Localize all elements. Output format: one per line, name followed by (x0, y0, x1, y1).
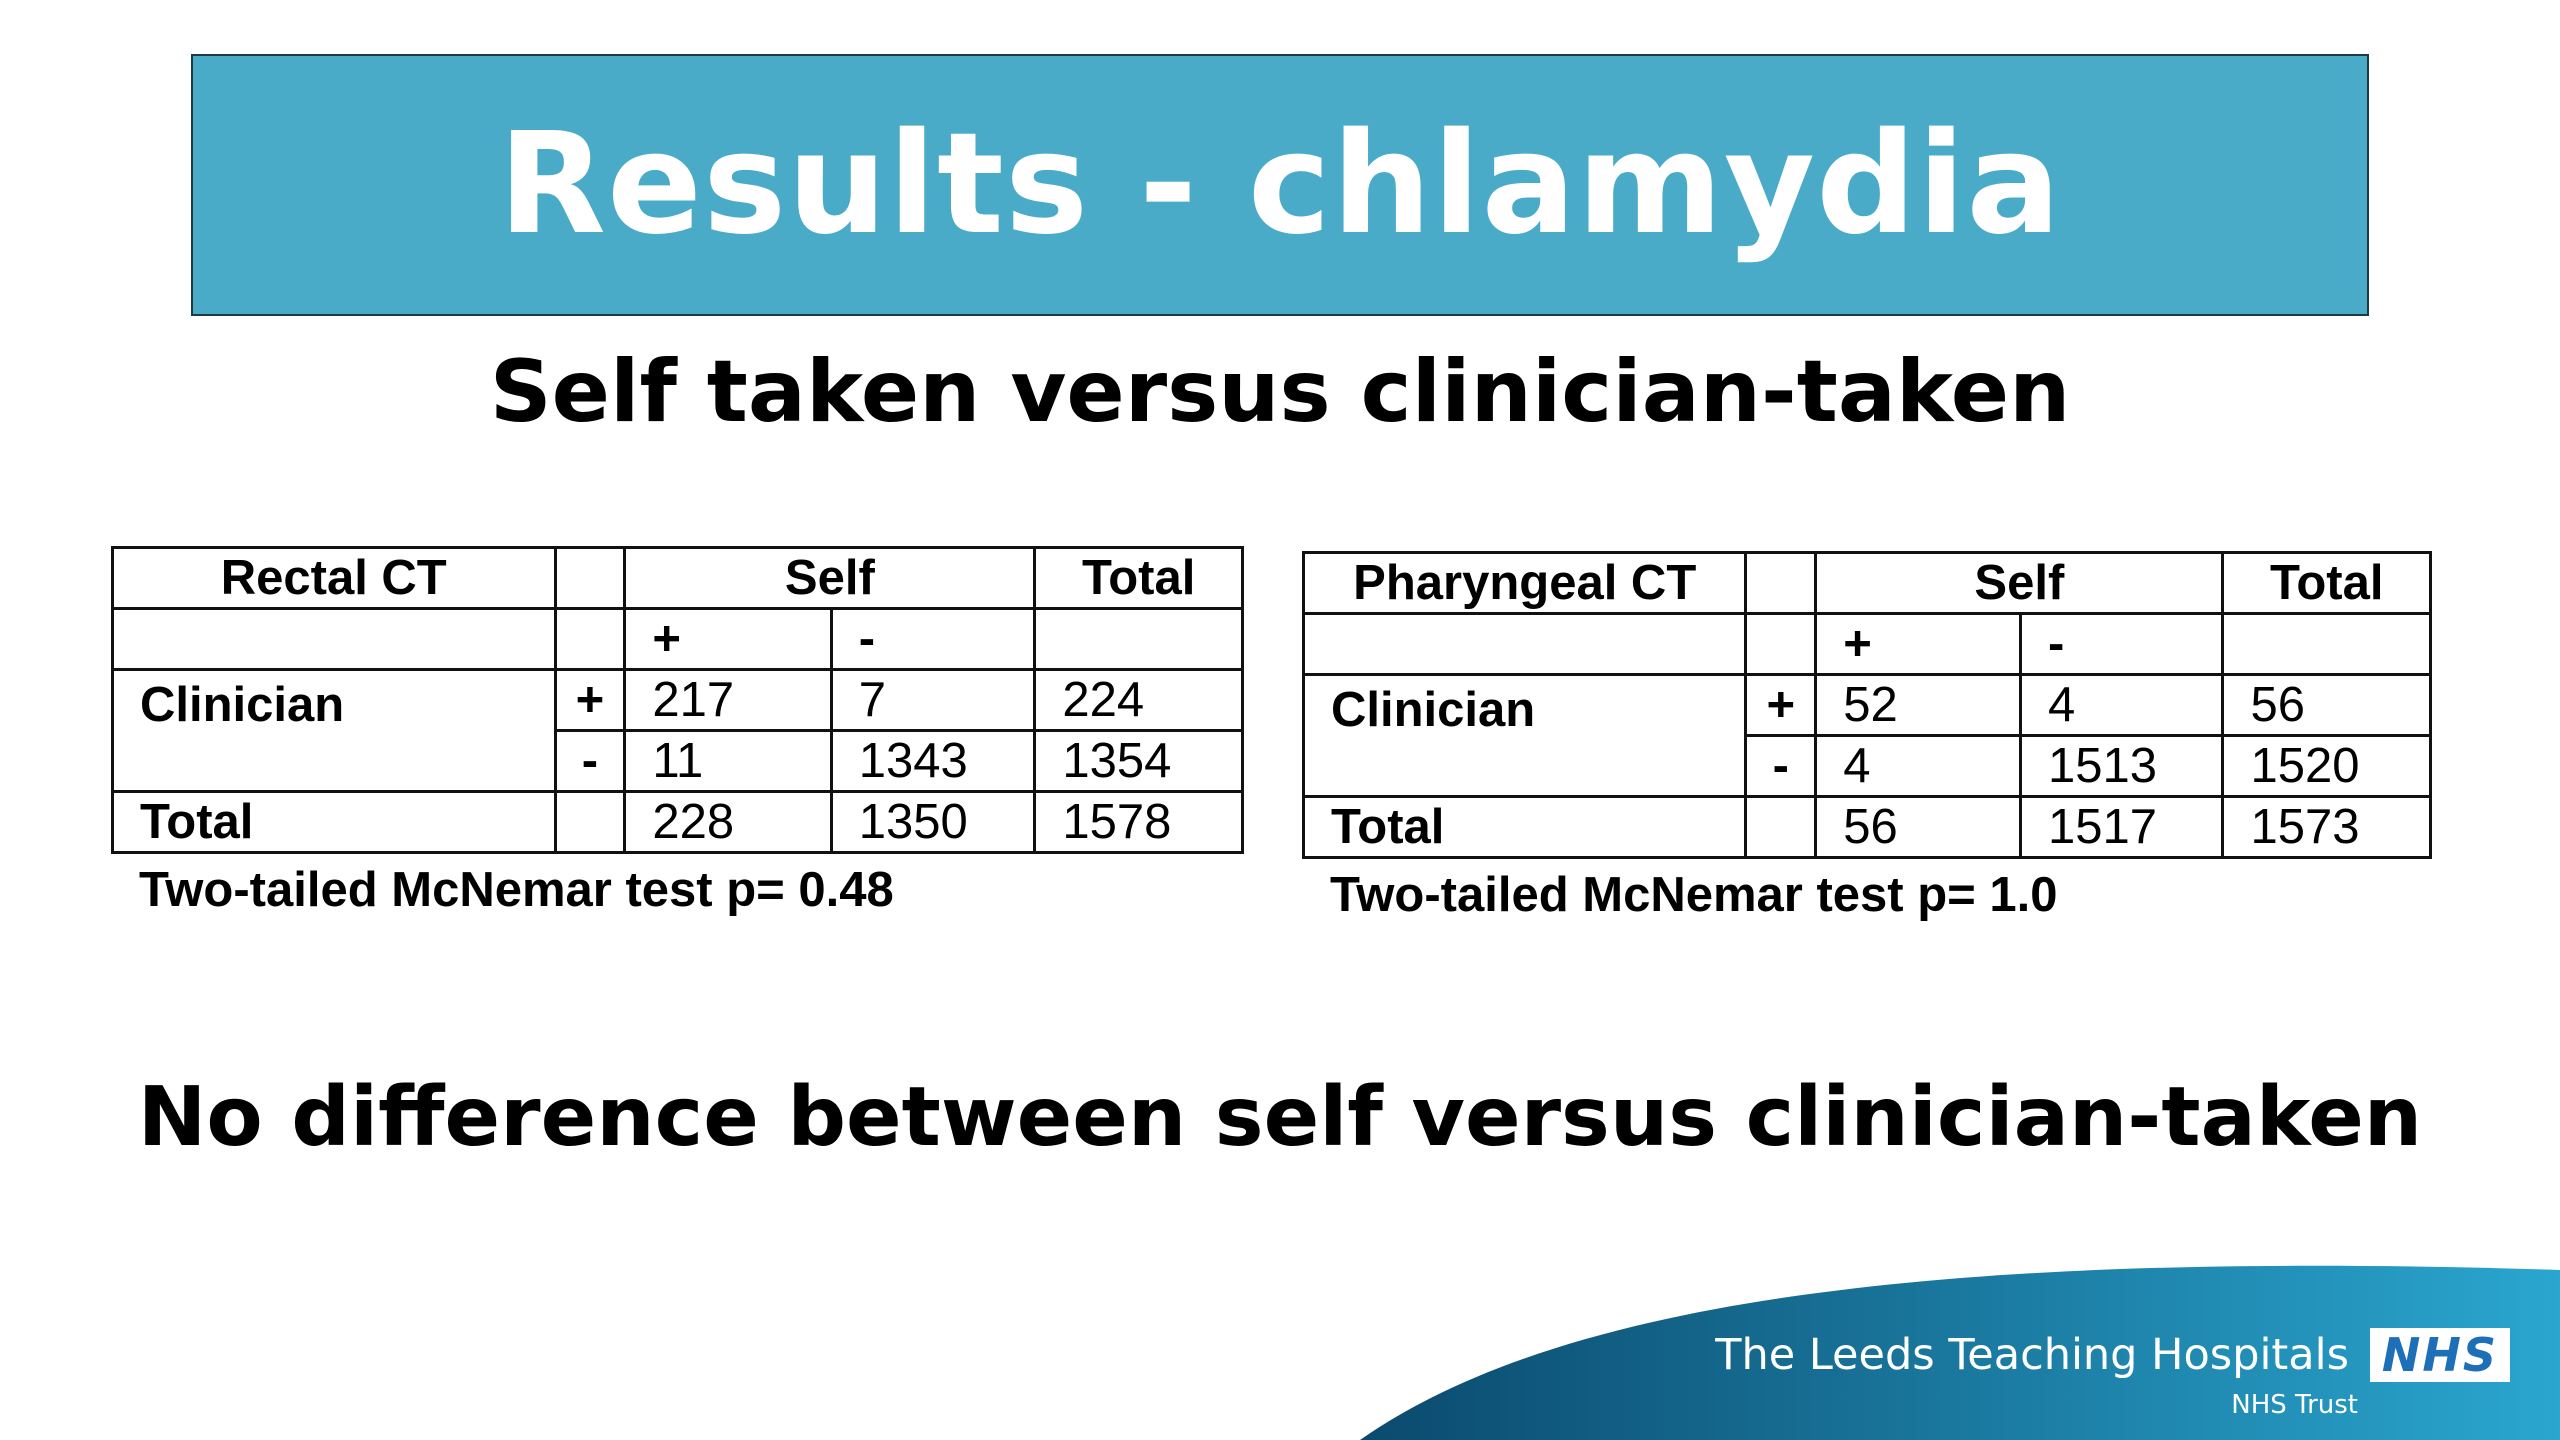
table-cell: 7 (829, 668, 1037, 732)
table-cell-empty (1744, 795, 1818, 859)
row-minus-sign: - (553, 729, 627, 793)
row-plus-sign: + (1744, 673, 1818, 737)
table-row: Total 56 1517 1573 (1301, 795, 2432, 859)
table-cell: 228 (623, 790, 833, 854)
rectal-ct-table-block: Rectal CT Self Total + - Clinician + 217… (111, 546, 1244, 918)
table-cell: 11 (623, 729, 833, 793)
col-plus: + (623, 607, 833, 671)
table-cell: 1350 (829, 790, 1037, 854)
table-row: Rectal CT Self Total (111, 546, 1244, 610)
mcnemar-result: Two-tailed McNemar test p= 0.48 (139, 863, 894, 917)
nhs-logo: NHS (2370, 1328, 2510, 1382)
header-total: Total (1033, 546, 1244, 610)
row-plus-sign: + (553, 668, 627, 732)
table-name: Rectal CT (111, 546, 557, 610)
slide-subtitle: Self taken versus clinician-taken (489, 342, 2071, 442)
header-self: Self (1814, 551, 2225, 615)
rectal-ct-table: Rectal CT Self Total + - Clinician + 217… (111, 546, 1244, 854)
table-cell: 4 (2018, 673, 2225, 737)
table-cell-empty (1033, 607, 1244, 671)
mcnemar-result: Two-tailed McNemar test p= 1.0 (1330, 868, 2058, 922)
table-cell: 1573 (2221, 795, 2432, 859)
table-cell: 1578 (1033, 790, 1244, 854)
table-cell: 1343 (829, 729, 1037, 793)
table-cell: 52 (1814, 673, 2022, 737)
table-cell-empty (1301, 612, 1748, 676)
table-row: Clinician + 217 7 224 (111, 668, 1244, 793)
table-row: Pharyngeal CT Self Total (1301, 551, 2432, 615)
row-label-total: Total (1301, 795, 1748, 859)
table-cell: 56 (2221, 673, 2432, 737)
table-cell-empty (111, 607, 557, 671)
slide-title: Results - chlamydia (498, 103, 2062, 266)
slide-conclusion: No difference between self versus clinic… (137, 1070, 2423, 1165)
col-minus: - (2018, 612, 2225, 676)
table-row: Clinician + 52 4 56 (1301, 673, 2432, 798)
table-cell: 224 (1033, 668, 1244, 732)
table-cell: 56 (1814, 795, 2022, 859)
table-cell-empty (2221, 612, 2432, 676)
row-label-clinician: Clinician (1301, 673, 1748, 798)
table-cell-empty (553, 607, 627, 671)
table-row: Total 228 1350 1578 (111, 790, 1244, 854)
row-minus-sign: - (1744, 734, 1818, 798)
table-cell-empty (1744, 551, 1818, 615)
table-cell: 1517 (2018, 795, 2225, 859)
table-cell: 4 (1814, 734, 2022, 798)
pharyngeal-ct-table: Pharyngeal CT Self Total + - Clinician +… (1301, 551, 2432, 859)
header-total: Total (2221, 551, 2432, 615)
col-minus: - (829, 607, 1037, 671)
pharyngeal-ct-table-block: Pharyngeal CT Self Total + - Clinician +… (1301, 551, 2432, 923)
title-banner: Results - chlamydia (191, 54, 2369, 316)
footer-swoosh-shape (1360, 1265, 2560, 1440)
table-cell-empty (553, 790, 627, 854)
table-row: + - (1301, 612, 2432, 676)
nhs-logo-text: NHS (2381, 1328, 2499, 1382)
table-row: - 4 1513 1520 (1304, 734, 2432, 798)
table-cell: 1513 (2018, 734, 2225, 798)
org-name: The Leeds Teaching Hospitals (1715, 1330, 2349, 1380)
row-label-clinician: Clinician (111, 668, 557, 793)
table-row: - 11 1343 1354 (113, 729, 1244, 793)
col-plus: + (1814, 612, 2022, 676)
org-subtitle: NHS Trust (2231, 1390, 2358, 1420)
table-row: + - (111, 607, 1244, 671)
table-name: Pharyngeal CT (1301, 551, 1748, 615)
table-cell-empty (553, 546, 627, 610)
header-self: Self (623, 546, 1037, 610)
footer-swoosh (1360, 1265, 2560, 1440)
table-cell: 1354 (1033, 729, 1244, 793)
row-label-total: Total (111, 790, 557, 854)
table-cell-empty (1744, 612, 1818, 676)
table-cell: 1520 (2221, 734, 2432, 798)
table-cell: 217 (623, 668, 833, 732)
